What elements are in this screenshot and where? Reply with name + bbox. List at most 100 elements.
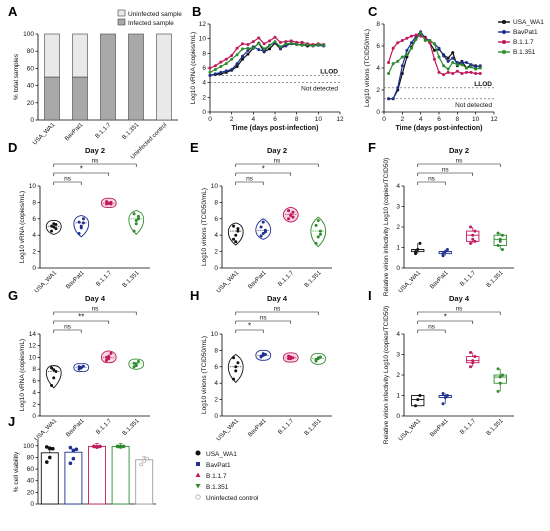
x-tick-label: B.1.351 [486, 418, 505, 437]
significance-bracket [417, 181, 446, 185]
data-point [71, 456, 76, 461]
data-point [79, 366, 83, 370]
x-tick-label: B.1.1.7 [95, 122, 113, 140]
data-point [428, 41, 432, 45]
violin [45, 219, 62, 235]
data-point [443, 250, 447, 254]
data-point [391, 62, 395, 66]
x-tick-label: B.1.1.7 [277, 270, 295, 288]
data-point [316, 43, 320, 47]
data-point [241, 42, 244, 46]
y-tick-label: 0 [396, 413, 400, 420]
data-point [316, 356, 320, 360]
data-point [219, 60, 223, 64]
significance-bracket [235, 311, 319, 315]
significance-label: ns [442, 167, 450, 174]
panel-H: 0 2 4 6 8 10 Day 4 Log10 virions (TCID50/mL) USA… [201, 294, 332, 443]
data-point [419, 31, 423, 35]
data-point [235, 53, 239, 57]
data-point [414, 33, 418, 37]
data-point [441, 254, 445, 258]
y-tick-label: 20 [27, 489, 35, 496]
x-axis-label: Time (days post-infection) [396, 125, 483, 132]
data-point [442, 54, 446, 58]
data-point [273, 40, 277, 44]
data-point [132, 212, 136, 216]
data-point [405, 53, 409, 57]
chart-title: Day 2 [267, 146, 287, 155]
data-point [419, 34, 423, 38]
data-point [236, 227, 240, 231]
y-axis-label: Log10 virions (TCID50/mL) [364, 29, 371, 107]
data-point [50, 224, 54, 228]
significance-label: ns [456, 306, 464, 313]
x-tick-label: B.1.1.7 [95, 270, 113, 288]
data-point [44, 460, 49, 464]
x-tick-label: BavPat1 [247, 270, 268, 291]
data-point [455, 61, 459, 64]
data-point [496, 243, 500, 247]
significance-bracket [53, 163, 137, 167]
data-point [496, 389, 500, 393]
data-point [289, 41, 293, 45]
data-point [428, 39, 432, 42]
legend-label: BavPat1 [206, 462, 231, 469]
data-point [391, 97, 395, 101]
data-point [446, 70, 450, 74]
y-axis-label: Log10 vRNA (copies/mL) [19, 339, 26, 411]
data-point [134, 364, 138, 368]
data-point [306, 43, 309, 47]
data-point [115, 444, 120, 449]
panel-letter: E [190, 140, 199, 155]
data-point [295, 40, 299, 44]
legend-label: B.1.1.7 [513, 39, 534, 46]
data-point [418, 241, 422, 245]
reference-line-label: Not detected [455, 102, 492, 109]
significance-label: ns [64, 324, 72, 331]
y-axis-label: % total samples [13, 53, 20, 100]
chart-title: Day 2 [449, 146, 469, 155]
data-point [54, 227, 58, 231]
data-point [213, 72, 217, 76]
data-point [316, 235, 320, 239]
y-tick-label: 8 [376, 21, 380, 28]
data-point [469, 241, 473, 245]
x-tick-label: 12 [490, 116, 498, 123]
legend-marker [196, 462, 200, 466]
panel-letter: D [8, 140, 17, 155]
data-point [136, 217, 140, 221]
panel-A: 0 20 40 60 80 100 % total samples USA_WA1 BavPat… [13, 9, 182, 161]
y-axis-label: Relative virion infectivity Log10 (copie… [383, 158, 390, 296]
data-point [391, 46, 395, 50]
y-tick-label: 6 [214, 216, 218, 223]
y-tick-label: 2 [202, 94, 206, 101]
bar [40, 452, 59, 505]
significance-bracket [235, 320, 292, 324]
data-point [246, 52, 250, 56]
data-point [471, 361, 475, 365]
y-tick-label: 6 [202, 65, 206, 72]
data-point [234, 365, 238, 369]
x-tick-label: BavPat1 [65, 418, 86, 439]
panel-F: 0 1 2 3 4 Day 2 Relative virion infectivity Lo… [383, 146, 514, 296]
significance-bracket [53, 181, 82, 185]
data-point [251, 46, 255, 50]
violin [227, 222, 244, 246]
data-point [400, 55, 404, 59]
x-tick-label: BavPat1 [247, 418, 268, 439]
significance-label: ns [64, 176, 72, 183]
data-point [50, 446, 55, 451]
data-point [261, 232, 265, 236]
x-tick-label: 12 [336, 116, 344, 123]
legend-marker [195, 494, 201, 500]
data-point [437, 70, 441, 74]
significance-bracket [53, 172, 110, 176]
y-tick-label: 40 [27, 83, 35, 90]
data-point [418, 394, 422, 397]
data-point [81, 221, 85, 225]
data-point [455, 69, 459, 73]
significance-label: ns [92, 158, 100, 165]
bar-infected [72, 76, 88, 121]
data-point [498, 375, 502, 379]
